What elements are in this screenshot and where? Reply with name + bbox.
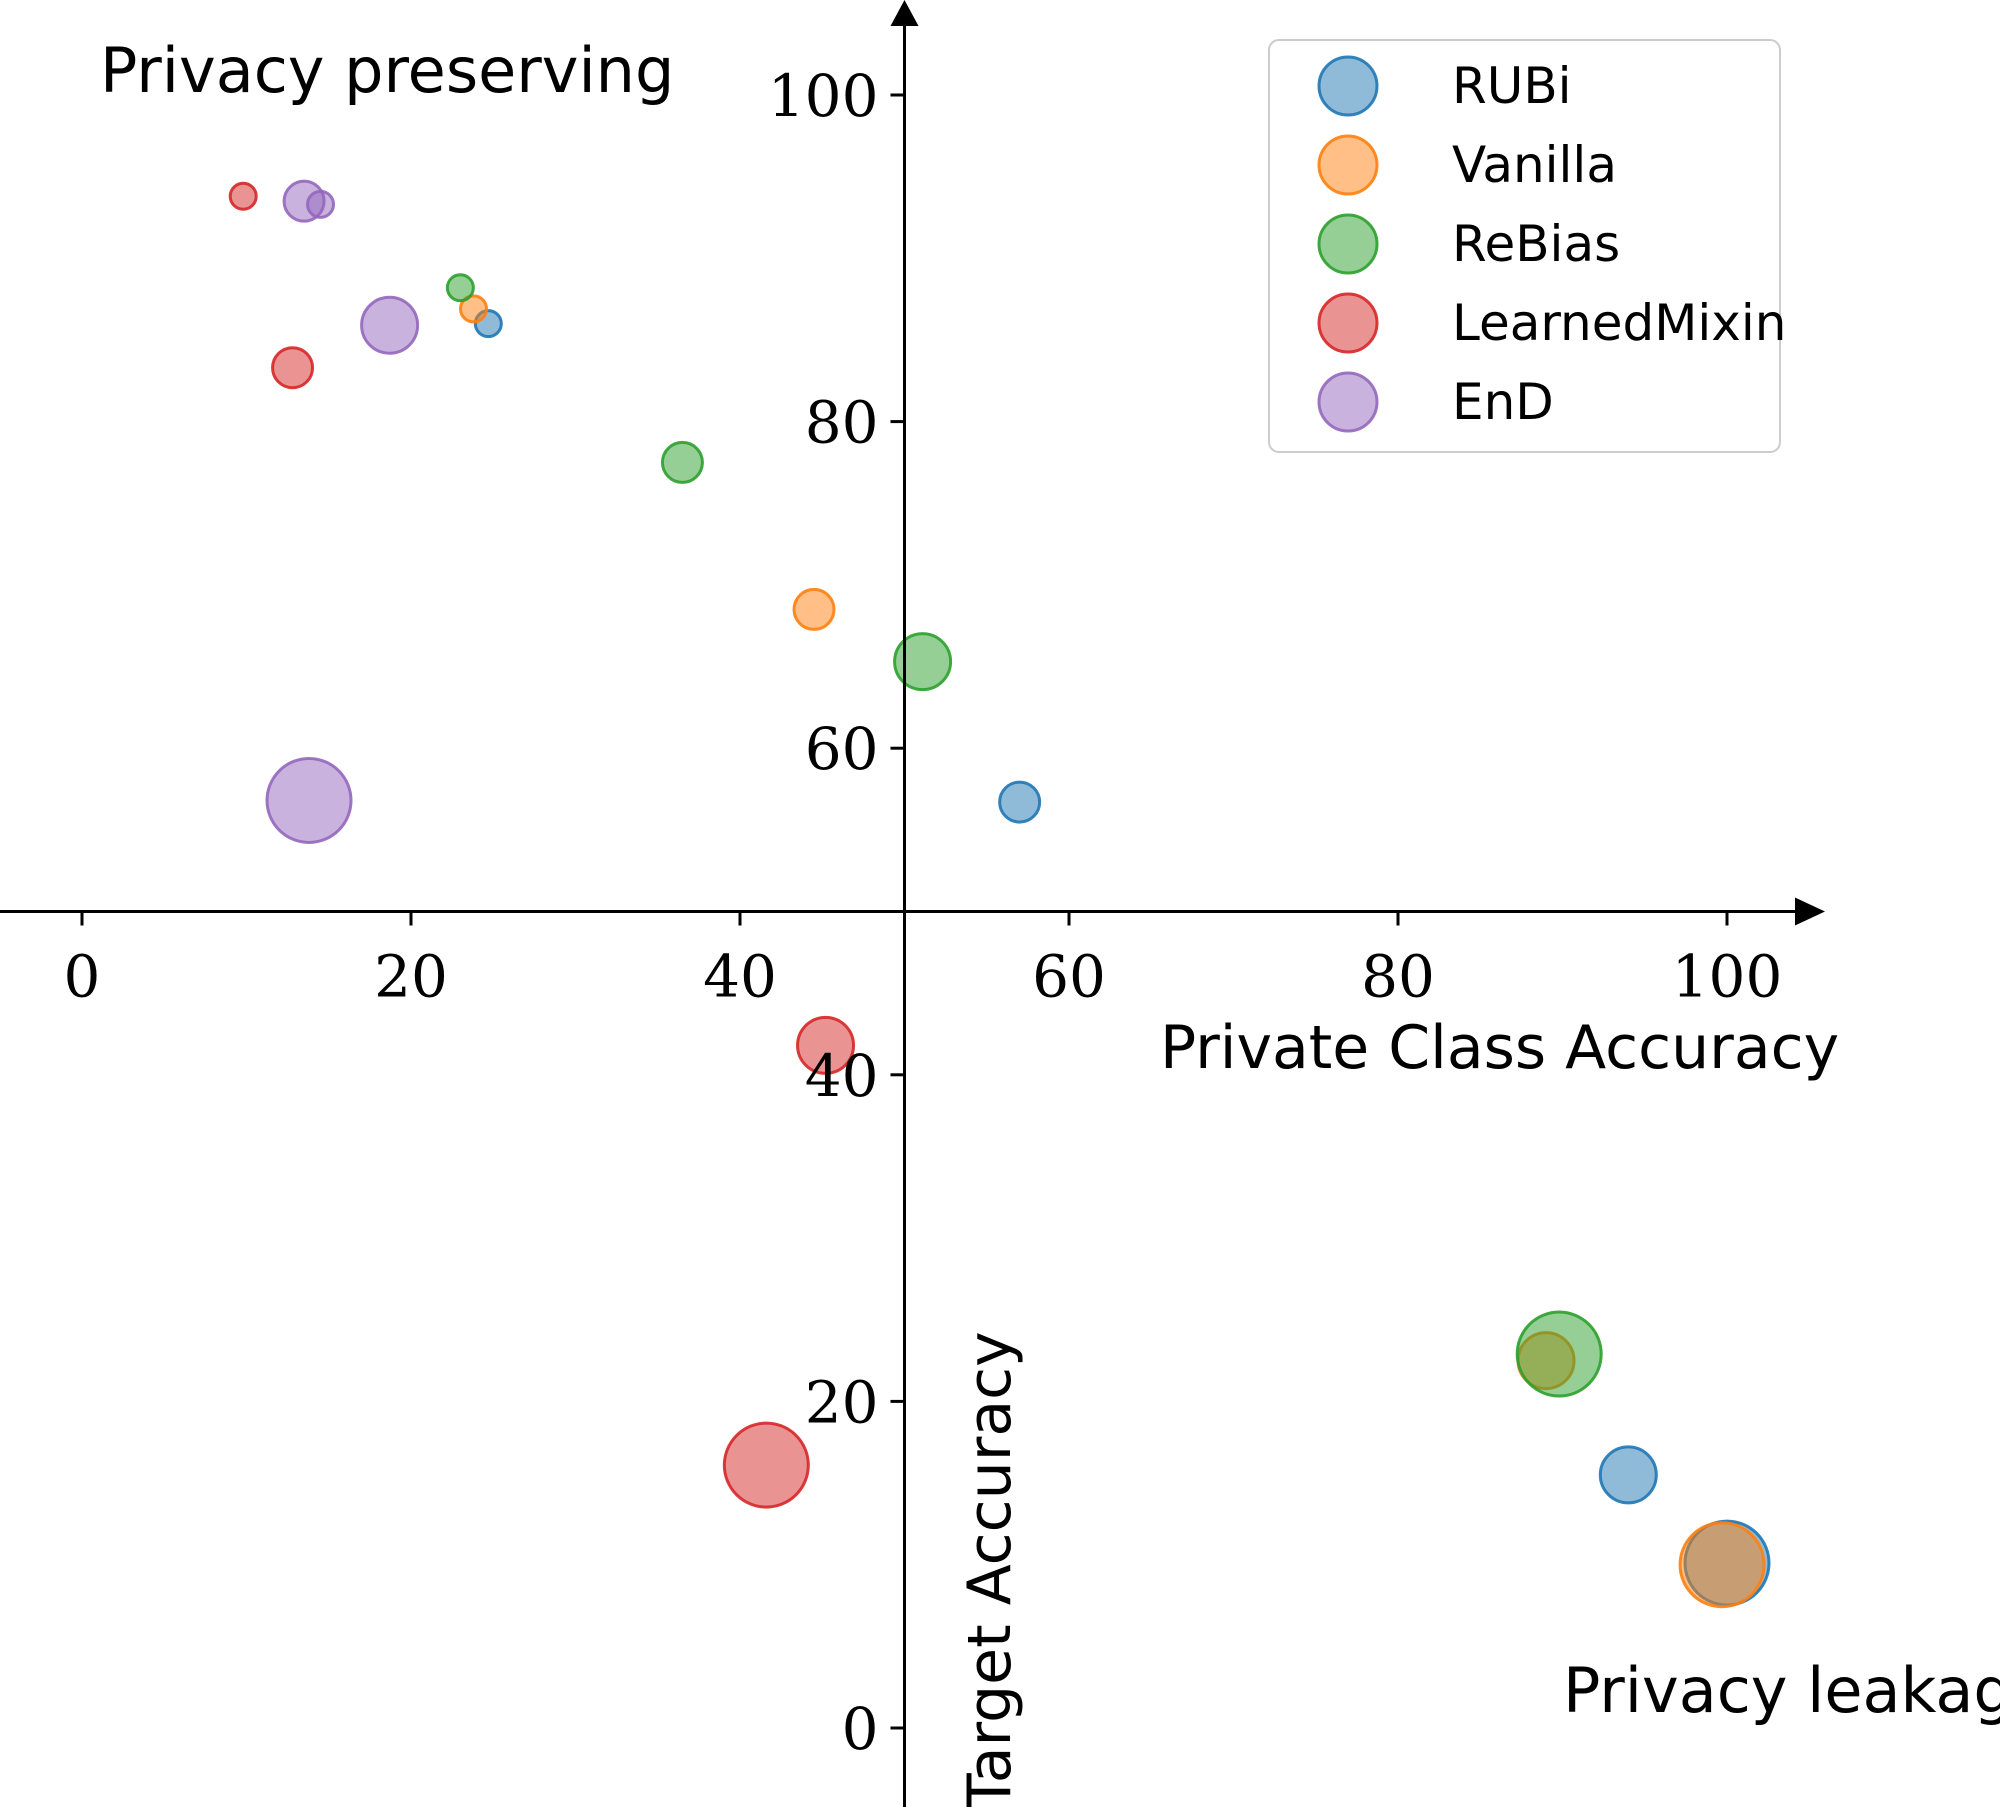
data-point <box>1598 1445 1658 1505</box>
legend-label: EnD <box>1452 373 1554 431</box>
x-tick-label: 80 <box>1361 943 1435 1011</box>
data-point <box>1678 1521 1766 1609</box>
legend-label: ReBias <box>1452 215 1620 273</box>
annotation-privacy-leakage: Privacy leakage <box>1563 1654 2000 1727</box>
data-point <box>228 181 258 211</box>
points-layer <box>228 179 1771 1609</box>
data-point <box>265 756 353 844</box>
legend-label: LearnedMixin <box>1452 294 1786 352</box>
data-point <box>459 294 489 324</box>
legend-marker <box>1317 292 1379 354</box>
legend: RUBi Vanilla ReBias LearnedMixin EnD <box>1268 39 1786 453</box>
legend-label: Vanilla <box>1452 136 1617 194</box>
data-point <box>360 295 420 355</box>
data-point <box>792 587 836 631</box>
data-point <box>271 346 315 390</box>
y-axis-arrow <box>890 0 919 26</box>
legend-marker <box>1317 55 1379 117</box>
y-tick-label: 40 <box>805 1042 879 1110</box>
y-tick-label: 0 <box>842 1695 879 1763</box>
legend-marker <box>1317 134 1379 196</box>
legend-frame <box>1268 39 1781 453</box>
data-point <box>893 632 953 692</box>
y-ticks: 0 20 40 60 80 100 <box>768 62 905 1763</box>
annotation-privacy-preserving: Privacy preserving <box>100 34 674 107</box>
y-tick-label: 60 <box>805 715 879 783</box>
y-tick-label: 80 <box>805 389 879 457</box>
x-tick-label: 20 <box>374 943 448 1011</box>
data-point <box>660 440 704 484</box>
x-tick-label: 0 <box>64 943 101 1011</box>
x-tick-label: 100 <box>1672 943 1783 1011</box>
y-tick-label: 100 <box>768 62 879 130</box>
data-point <box>282 179 326 223</box>
data-point <box>796 1015 856 1075</box>
data-point <box>1515 1310 1603 1398</box>
axes-layer: 0 20 40 60 80 100 0 20 40 60 80 100 <box>0 0 1825 1807</box>
legend-label: RUBi <box>1452 57 1572 115</box>
x-tick-label: 60 <box>1032 943 1106 1011</box>
x-tick-label: 40 <box>703 943 777 1011</box>
x-axis-arrow <box>1795 897 1825 926</box>
data-point <box>445 273 475 303</box>
x-axis-title: Private Class Accuracy <box>1160 1013 1839 1083</box>
x-ticks: 0 20 40 60 80 100 <box>64 911 1783 1011</box>
legend-items: RUBi Vanilla ReBias LearnedMixin EnD <box>1317 55 1786 433</box>
legend-marker <box>1317 213 1379 275</box>
data-point <box>722 1421 810 1509</box>
y-tick-label: 20 <box>805 1368 879 1436</box>
data-point <box>998 780 1042 824</box>
legend-marker <box>1317 371 1379 433</box>
y-axis-title: Target Accuracy <box>955 1331 1025 1807</box>
